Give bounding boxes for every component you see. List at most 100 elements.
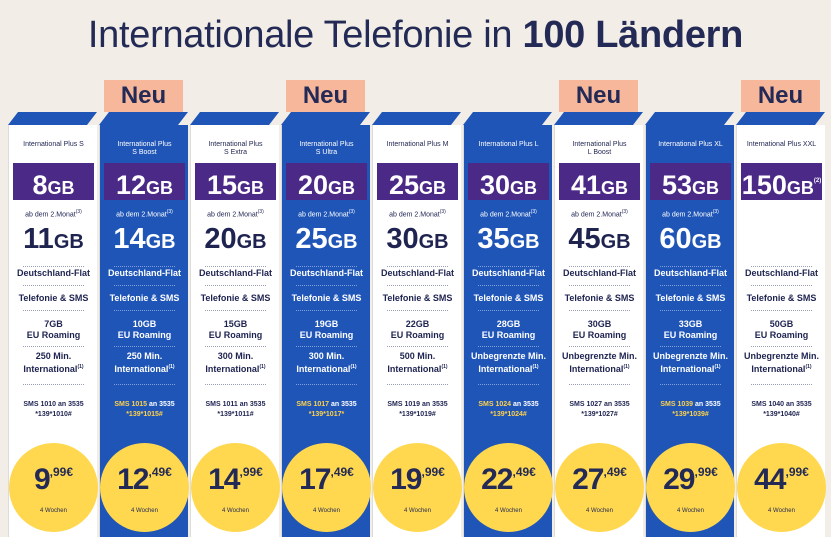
from-month-footnote: (3) [621,209,628,215]
eu-roaming-volume: 10GB [132,319,157,329]
from-month-footnote: (3) [348,209,355,215]
ussd-code: *139*1039# [672,411,709,418]
plan-column[interactable]: International Plus XL 53GB ab dem 2.Monat(… [645,80,735,537]
sms-code: SMS 1027 [569,401,603,408]
boosted-volume-unit: GB [691,231,722,253]
divider [23,346,84,347]
divider [114,310,175,311]
plan-name-line2: S Ultra [315,149,338,156]
price-period: 4 Wochen [313,508,340,514]
minutes-value: 250 Min. [126,351,163,361]
plan-tab [736,112,825,125]
sms-number: an 3535 [785,401,812,408]
data-footnote: (2) [813,178,822,184]
plan-card[interactable]: International Plus XXL 150GB(2) Deutschlan… [736,125,826,537]
sms-number: an 3535 [57,401,84,408]
plan-name-line1: International Plus XL [658,141,723,148]
boosted-volume-unit: GB [600,231,631,253]
data-volume: 150 [741,170,787,200]
international-label: International [23,364,78,374]
data-volume-box: 53GB [650,163,731,200]
from-month-label: ab dem 2.Monat [25,211,76,219]
minutes-value: 300 Min. [308,351,345,361]
plan-card[interactable]: International Plus S Ultra 20GB ab dem 2.Mo… [281,125,371,537]
plan-column[interactable]: International Plus M 25GB ab dem 2.Monat(3… [372,80,462,537]
price-period: 4 Wochen [586,508,613,514]
plan-card[interactable]: International Plus L 30GB ab dem 2.Monat(3… [463,125,553,537]
sms-order: SMS 1024 an 3535 *139*1024# [464,400,553,420]
divider [23,384,84,385]
boosted-volume: 14GB [100,223,189,256]
ussd-code: *139*1015# [126,411,163,418]
plan-column[interactable]: International Plus L 30GB ab dem 2.Monat(3… [463,80,553,537]
divider [114,346,175,347]
plan-column[interactable]: Neu International Plus S Boost 12GB ab dem 2… [99,80,189,537]
plan-list: International Plus S 8GB ab dem 2.Monat(3)… [8,80,831,537]
divider [205,266,266,267]
plan-column[interactable]: International Plus S Extra 15GB ab dem 2.Mo… [190,80,280,537]
plan-card[interactable]: International Plus XL 53GB ab dem 2.Monat(… [645,125,735,537]
minutes-value: Unbegrenzte Min. [470,351,546,361]
from-month-note: ab dem 2.Monat(3) [282,209,371,218]
data-volume-box: 41GB [559,163,640,200]
boosted-volume: 30GB [373,223,462,256]
plan-tab [463,112,552,125]
plan-name-line1: International Plus M [386,141,449,148]
plan-name: International Plus S [9,141,98,149]
ussd-code: *139*1027# [581,411,618,418]
price-circle: 12,49€ 4 Wochen [100,443,189,532]
from-month-label: ab dem 2.Monat [207,211,258,219]
international-footnote: (1) [77,364,84,370]
plan-name-line2: S Extra [224,149,247,156]
price-circle: 27,49€ 4 Wochen [555,443,644,532]
plan-column[interactable]: International Plus S 8GB ab dem 2.Monat(3)… [8,80,98,537]
eu-roaming-label: EU Roaming [26,330,81,340]
data-volume: 25 [388,170,420,200]
data-volume: 20 [297,170,329,200]
minutes-value: Unbegrenzte Min. [561,351,637,361]
new-badge: Neu [741,80,820,112]
ussd-code: *139*1040# [763,411,800,418]
plan-card[interactable]: International Plus S Extra 15GB ab dem 2.Mo… [190,125,280,537]
divider [114,285,175,286]
divider [296,285,357,286]
plan-card[interactable]: International Plus S Boost 12GB ab dem 2.Mo… [99,125,189,537]
price-period: 4 Wochen [404,508,431,514]
price-period: 4 Wochen [222,508,249,514]
price-circle: 22,49€ 4 Wochen [464,443,553,532]
sms-order: SMS 1039 an 3535 *139*1039# [646,400,735,420]
divider [387,266,448,267]
plan-name-line1: International Plus [208,141,263,148]
plan-name: International Plus M [373,141,462,149]
deutschland-flat: Deutschland-Flat [107,268,181,278]
deutschland-flat: Deutschland-Flat [380,268,454,278]
data-volume-box: 30GB [468,163,549,200]
price-cent: ,49€ [330,465,354,479]
plan-card[interactable]: International Plus S 8GB ab dem 2.Monat(3)… [8,125,98,537]
plan-column[interactable]: Neu International Plus S Ultra 20GB ab dem 2… [281,80,371,537]
minutes-value: Unbegrenzte Min. [743,351,819,361]
plan-card[interactable]: International Plus L Boost 41GB ab dem 2.Mo… [554,125,644,537]
plan-column[interactable]: Neu International Plus XXL 150GB(2) Deutsch… [736,80,826,537]
sms-code: SMS 1019 [387,401,421,408]
price-period: 4 Wochen [131,508,158,514]
price: 9,99€ [9,463,98,497]
plan-name: International Plus S Boost [100,141,189,157]
data-unit: GB [146,178,174,198]
sms-order: SMS 1015 an 3535 *139*1015# [100,400,189,420]
price: 17,49€ [282,463,371,497]
from-month-note: ab dem 2.Monat(3) [373,209,462,218]
sms-number: an 3535 [148,401,175,408]
divider [660,310,721,311]
from-month-label: ab dem 2.Monat [480,211,531,219]
plan-name: International Plus XL [646,141,735,149]
plan-tab [190,112,279,125]
plan-name-line1: International Plus [117,141,172,148]
data-volume: 53 [661,170,693,200]
title-text: Internationale Telefonie in [87,14,513,56]
international-minutes: 300 Min. International(1) [191,351,280,375]
international-minutes: Unbegrenzte Min. International(1) [464,351,553,375]
plan-column[interactable]: Neu International Plus L Boost 41GB ab dem 2… [554,80,644,537]
boosted-volume: 60GB [646,223,735,256]
plan-card[interactable]: International Plus M 25GB ab dem 2.Monat(3… [372,125,462,537]
